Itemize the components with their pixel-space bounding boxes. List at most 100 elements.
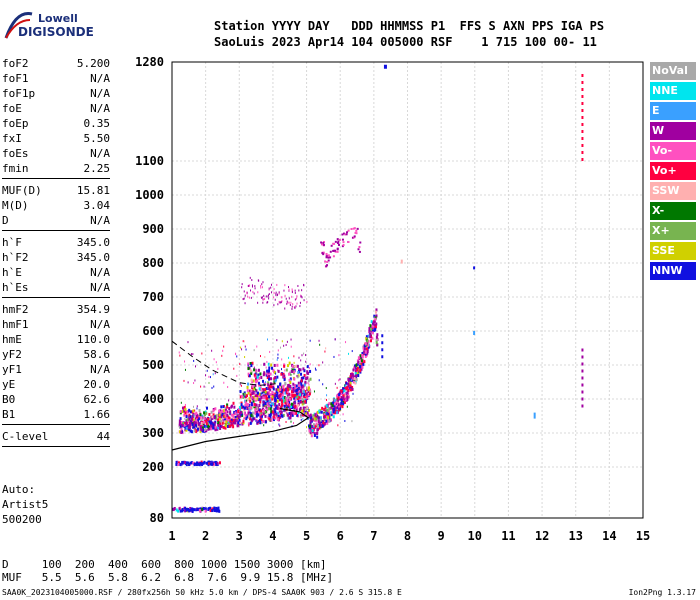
echo-point [263,362,266,366]
echo-point [190,424,193,428]
echo-point [215,361,217,364]
echo-point [307,379,310,383]
echo-point [264,411,267,415]
echo-point [263,363,265,366]
echo-point [269,397,272,401]
echo-point [276,339,278,342]
echo-point [343,400,346,404]
echo-point [278,403,281,407]
echo-point [267,301,269,304]
echo-point [281,388,284,392]
echo-point [256,421,259,425]
echo-point [292,395,295,399]
echo-point [274,379,277,383]
echo-point [216,507,219,511]
echo-point [330,244,333,247]
echo-point [243,340,245,343]
legend-item: Vo- [650,142,696,160]
echo-point [309,388,311,391]
echo-point [249,417,252,421]
echo-point [369,332,372,336]
echo-point [181,406,184,410]
echo-point [311,416,314,420]
echo-point [288,401,291,405]
echo-point [232,401,235,405]
x-tick-label: 15 [636,529,650,543]
echo-point [254,386,256,389]
param-key: h`E [2,266,22,279]
echo-point [293,370,296,374]
echo-point [256,345,258,348]
echo-point [195,462,198,466]
echo-point [365,347,368,351]
echo-point [188,413,191,417]
version-label: Ion2Png 1.3.17 [628,588,696,597]
echo-point [288,387,291,391]
echo-point [189,429,192,433]
echo-point [317,420,320,424]
echo-point [320,410,323,414]
echo-point [209,427,212,431]
echo-point [327,259,330,262]
echo-point [374,325,377,329]
echo-point [262,401,265,405]
echo-point [273,304,275,307]
echo-point [257,368,260,372]
echo-point [203,420,206,424]
echo-point [313,390,315,393]
echo-point [217,506,220,510]
echo-point [322,251,325,254]
echo-point [300,413,302,416]
echo-point [299,305,301,308]
echo-point [172,508,175,512]
echo-point [287,405,290,409]
echo-point [184,428,187,432]
echo-point [335,400,338,404]
echo-point [281,296,283,299]
echo-point [350,227,353,230]
echo-point [333,407,336,411]
echo-point [270,286,272,289]
echo-point [262,408,265,412]
echo-point [286,364,289,368]
echo-point [180,401,182,404]
echo-point [320,241,323,244]
echo-point [301,296,303,299]
echo-point [245,348,247,351]
echo-point [214,460,217,464]
echo-point [255,403,258,407]
echo-point [308,424,311,428]
x-tick-label: 11 [501,529,515,543]
echo-point [250,413,253,417]
echo-point [327,409,330,413]
echo-point [239,406,242,410]
echo-point [318,364,320,367]
legend-item: X+ [650,222,696,240]
echo-point [230,418,233,422]
echo-point [292,387,295,391]
echo-point [346,231,349,234]
x-tick-label: 8 [404,529,411,543]
echo-point [285,343,287,346]
echo-point [332,400,335,404]
echo-point [310,434,313,438]
echo-point [266,408,269,412]
echo-point [273,371,276,375]
echo-point [257,422,259,425]
echo-point [356,368,359,372]
param-key: h`F [2,236,22,249]
echo-point [185,426,188,430]
echo-point [185,422,188,426]
echo-point [360,359,363,363]
echo-point [323,415,326,419]
legend-item: NNW [650,262,696,280]
echo-point [300,386,302,389]
echo-point [262,298,264,301]
echo-point [240,384,242,387]
echo-point [247,422,250,426]
echo-point [272,385,275,389]
echo-point [270,410,273,414]
echo-point [271,390,274,394]
echo-point [324,350,326,353]
echo-point [325,252,328,255]
